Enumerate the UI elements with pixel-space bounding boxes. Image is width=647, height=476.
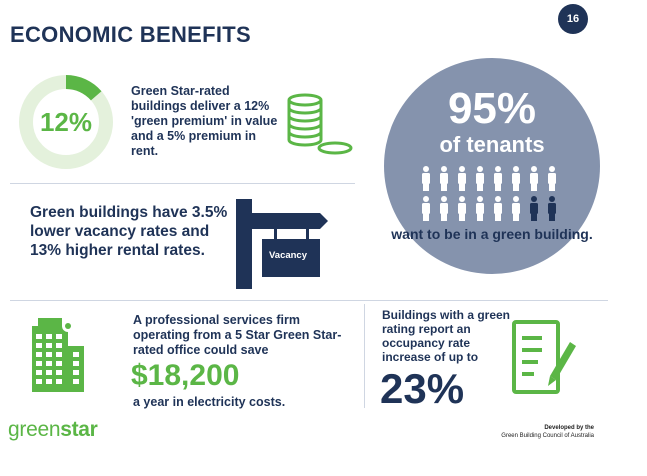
vacancy-sign-icon — [236, 199, 328, 289]
person-icon — [494, 196, 502, 221]
person-icon — [512, 196, 520, 221]
greenstar-logo: greenstar — [8, 418, 98, 442]
tenant-label: of tenants — [439, 132, 545, 157]
person-icon — [458, 196, 466, 221]
person-icon — [512, 166, 520, 191]
person-icon — [476, 166, 484, 191]
credit-line-2: Green Building Council of Australia — [501, 433, 594, 439]
percentage-ring-icon — [19, 75, 113, 169]
people-pictogram-icon — [422, 166, 556, 221]
savings-suffix: a year in electricity costs. — [133, 395, 286, 409]
person-icon — [476, 196, 484, 221]
vacancy-sign-label: Vacancy — [268, 250, 308, 261]
person-icon — [548, 166, 556, 191]
page-title: ECONOMIC BENEFITS — [10, 22, 251, 47]
person-icon — [440, 196, 448, 221]
page-number-badge: 16 — [558, 4, 588, 34]
report-checklist-icon — [512, 320, 576, 394]
vertical-divider — [364, 304, 365, 408]
savings-amount: $18,200 — [131, 359, 240, 392]
occupancy-percent: 23% — [380, 365, 465, 412]
tenant-statement: want to be in a green building. — [391, 226, 593, 242]
credit-line-1: Developed by the — [544, 425, 594, 431]
office-building-icon — [32, 318, 84, 392]
divider — [10, 183, 355, 184]
vacancy-text: Green buildings have 3.5% lower vacancy … — [30, 204, 228, 259]
person-icon — [440, 166, 448, 191]
person-icon — [494, 166, 502, 191]
person-icon — [530, 196, 538, 221]
logo-text-green: green — [8, 418, 61, 441]
divider — [10, 300, 608, 301]
premium-percent: 12% — [39, 106, 93, 137]
firm-savings-text: A professional services firm operating f… — [133, 313, 342, 357]
person-icon — [548, 196, 556, 221]
premium-text: Green Star-rated buildings deliver a 12%… — [131, 84, 278, 158]
tenant-statistic-circle — [384, 58, 600, 274]
person-icon — [422, 196, 430, 221]
logo-text-star: star — [60, 418, 98, 441]
occupancy-text: Buildings with a green rating report an … — [382, 308, 511, 364]
person-icon — [422, 166, 430, 191]
coins-stack-icon — [287, 93, 353, 155]
person-icon — [530, 166, 538, 191]
tenant-percent: 95% — [447, 84, 537, 133]
person-icon — [458, 166, 466, 191]
